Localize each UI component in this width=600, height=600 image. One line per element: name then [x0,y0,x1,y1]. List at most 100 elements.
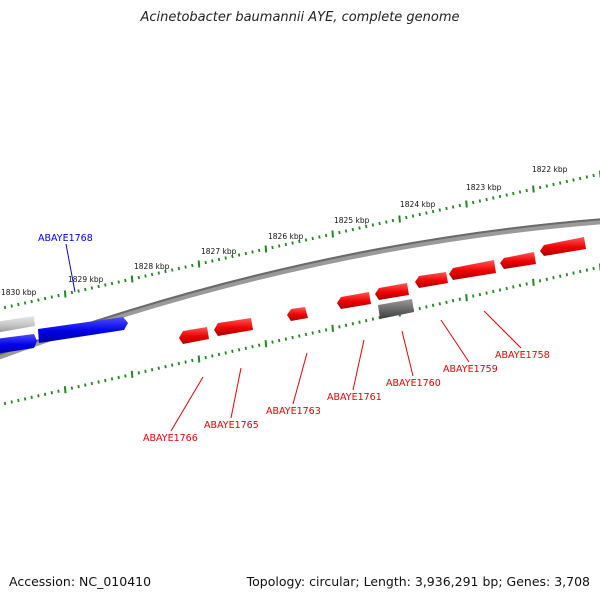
minor-tick [498,288,502,292]
minor-tick [271,340,274,344]
minor-tick [472,294,475,298]
gene-feature-abaye1766[interactable] [179,327,209,344]
minor-tick [445,300,448,304]
minor-tick [244,346,247,350]
minor-tick [144,274,147,278]
minor-tick [344,323,348,327]
minor-tick [191,263,194,268]
minor-tick [431,303,435,307]
minor-tick [57,389,60,393]
gene-label-abaye1761[interactable]: ABAYE1761 [327,392,382,403]
scale-label: 1830 kbp [1,288,37,297]
gene-feature-blue-left[interactable] [0,334,37,354]
minor-tick [211,259,214,263]
gene-feature-abaye1759[interactable] [415,272,448,288]
major-tick [130,370,134,378]
minor-tick [57,293,60,298]
gene-feature-abaye1768[interactable] [38,317,128,343]
reverse-strand-features [179,237,586,344]
minor-tick [324,233,328,238]
minor-tick [171,363,174,367]
minor-tick [552,276,555,280]
major-tick [63,386,67,394]
minor-tick [258,343,261,347]
major-tick [532,278,535,286]
gene-label-abaye1759[interactable]: ABAYE1759 [443,364,498,375]
gene-label-abaye1760[interactable]: ABAYE1760 [386,378,441,389]
minor-tick [3,305,7,310]
minor-tick [284,337,288,341]
gene-label-abaye1758[interactable]: ABAYE1758 [495,350,550,361]
minor-tick [338,230,341,235]
minor-tick [505,193,508,197]
minor-tick [485,197,488,202]
scale-label: 1827 kbp [201,247,237,256]
gene-feature-abaye1761[interactable] [337,292,371,309]
minor-tick [164,365,167,369]
gene-feature-unlabeled-light[interactable] [0,316,35,333]
minor-tick [518,190,522,194]
minor-tick [565,179,569,184]
minor-tick [97,380,100,384]
minor-tick [237,253,241,257]
minor-tick [211,354,214,358]
leader-line-abaye1759 [440,319,470,363]
gene-feature-abaye1758-c[interactable] [540,237,586,256]
gene-feature-abaye1763[interactable] [287,307,308,321]
minor-tick [385,220,388,224]
scale-label: 1824 kbp [400,200,436,209]
minor-tick [117,375,120,380]
minor-tick [258,248,261,253]
minor-tick [358,226,361,230]
minor-tick [50,295,53,299]
minor-tick [177,266,181,271]
gene-feature-abaye1758-a[interactable] [449,260,496,280]
minor-tick [117,280,120,284]
minor-tick [378,221,381,226]
minor-tick [70,290,74,295]
minor-tick [378,315,381,320]
minor-tick [171,268,174,272]
minor-tick [304,332,308,337]
gene-label-abaye1763[interactable]: ABAYE1763 [266,406,321,417]
forward-scale-ticks [3,170,600,310]
minor-tick [90,286,94,290]
map-title: Acinetobacter baumannii AYE, complete ge… [140,10,460,25]
gene-label-abaye1765[interactable]: ABAYE1765 [204,420,259,431]
minor-tick [37,394,40,398]
gene-feature-unlabeled-grey[interactable] [378,299,414,319]
minor-tick [304,238,308,242]
minor-tick [104,283,107,287]
reverse-scale-ticks [3,263,600,406]
minor-tick [30,395,33,399]
minor-tick [150,368,154,372]
minor-tick [411,214,415,218]
minor-tick [50,391,53,395]
minor-tick [438,208,441,212]
gene-feature-abaye1758-b[interactable] [500,252,536,269]
gene-label-abaye1766[interactable]: ABAYE1766 [143,433,198,444]
minor-tick [512,191,515,196]
major-tick [465,200,468,208]
minor-tick [498,194,502,199]
minor-tick [231,349,234,353]
minor-tick [224,351,227,355]
major-tick [264,245,268,253]
minor-tick [184,360,187,364]
minor-tick [592,266,595,271]
minor-tick [371,317,375,321]
minor-tick [164,269,167,274]
minor-tick [338,325,341,329]
minor-tick [90,381,94,386]
minor-tick [291,241,294,245]
minor-tick [251,250,254,254]
minor-tick [405,215,408,220]
forward-strand-features [0,316,128,354]
minor-tick [298,239,301,244]
minor-tick [431,209,435,214]
gene-feature-abaye1765[interactable] [214,318,253,336]
minor-tick [545,184,548,188]
gene-feature-abaye1760[interactable] [375,283,409,300]
minor-tick [97,284,100,289]
gene-label-abaye1768[interactable]: ABAYE1768 [38,233,93,244]
